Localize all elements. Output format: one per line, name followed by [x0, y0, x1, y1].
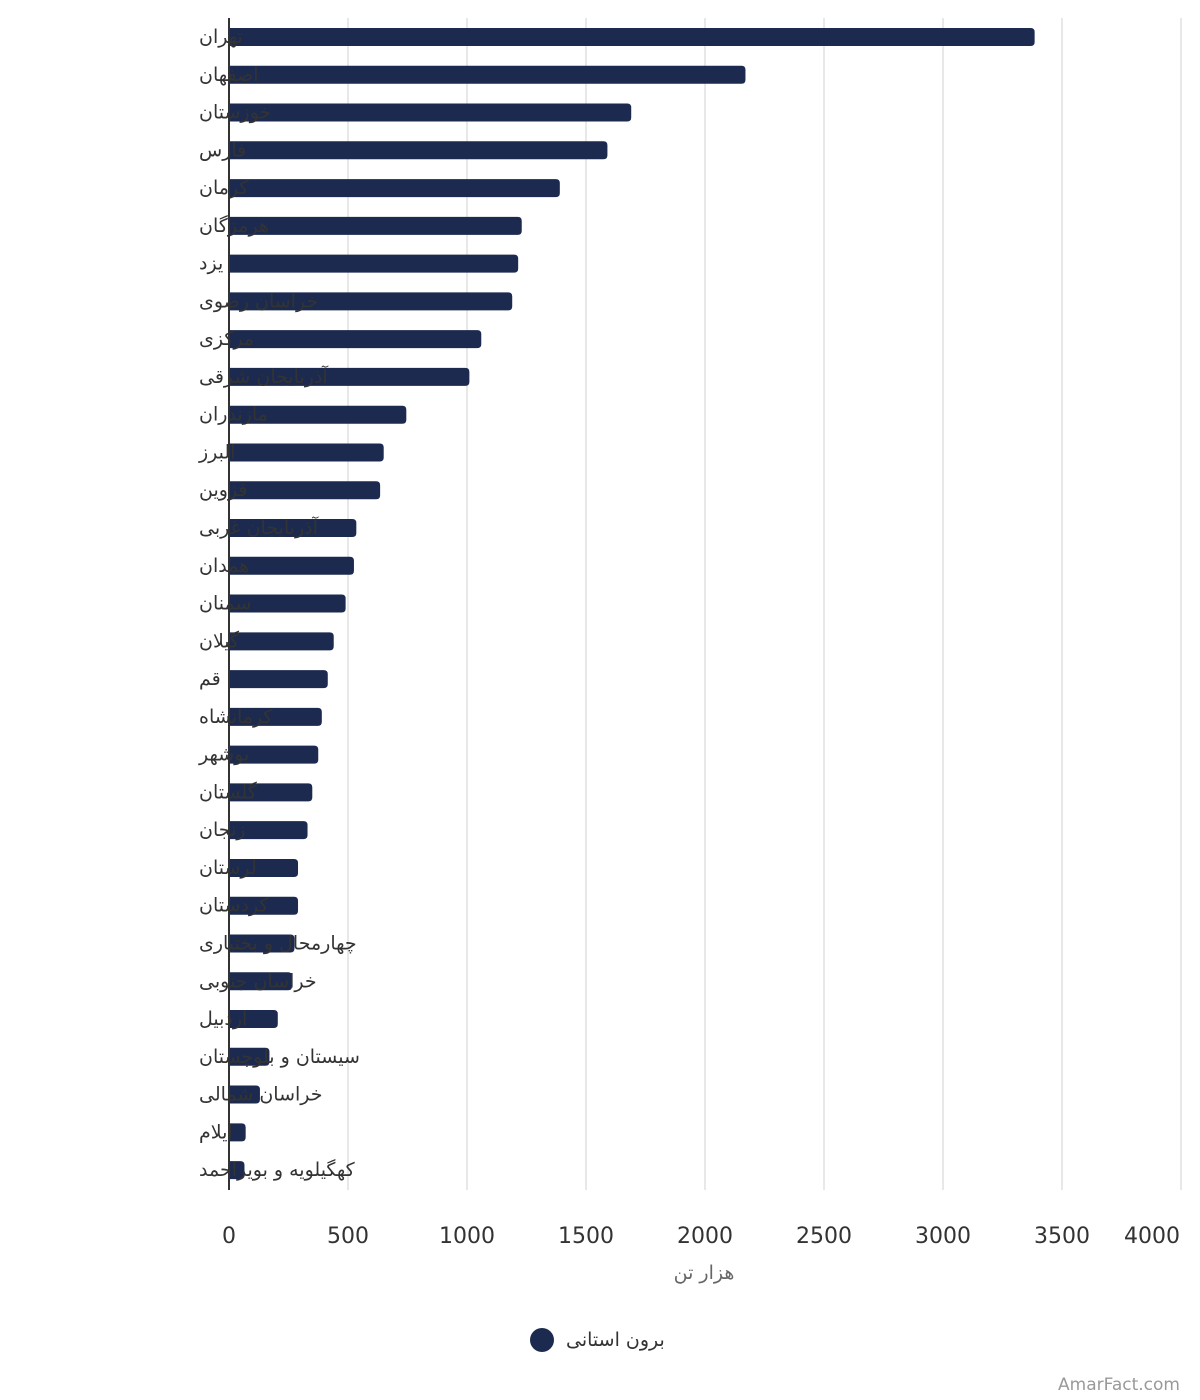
category-label-11: البرز — [198, 441, 235, 463]
category-label-13: آذربایجان غربی — [199, 515, 319, 539]
bar-11[interactable] — [229, 443, 384, 462]
bar-20[interactable] — [229, 783, 313, 802]
x-tick-label-0: 0 — [222, 1224, 236, 1249]
category-label-24: چهارمحال و بختیاری — [199, 932, 357, 954]
bar-8[interactable] — [229, 330, 482, 349]
bar-12[interactable] — [229, 481, 381, 500]
bar-29[interactable] — [229, 1123, 246, 1142]
x-tick-label-4: 2000 — [677, 1224, 733, 1249]
category-label-28: خراسان شمالی — [199, 1084, 323, 1106]
bar-26[interactable] — [229, 1010, 278, 1029]
bar-19[interactable] — [229, 745, 319, 764]
category-label-21: زنجان — [199, 819, 245, 841]
bar-15[interactable] — [229, 594, 346, 613]
category-label-0: تهران — [199, 26, 243, 48]
bar-7[interactable] — [229, 292, 513, 311]
bar-21[interactable] — [229, 821, 308, 840]
legend[interactable]: برون استانی — [530, 1328, 665, 1352]
category-label-16: گیلان — [199, 629, 240, 652]
bar-2[interactable] — [229, 103, 632, 122]
category-label-8: مرکزی — [199, 328, 254, 350]
grid-lines — [347, 18, 1182, 1190]
x-tick-label-6: 3000 — [915, 1224, 971, 1249]
x-tick-label-3: 1500 — [558, 1224, 614, 1249]
bar-25[interactable] — [229, 972, 293, 991]
category-label-9: آذربایجان شرقی — [199, 364, 328, 388]
category-label-15: سمنان — [199, 593, 251, 615]
category-label-14: همدان — [199, 555, 249, 577]
category-label-5: هرمزگان — [199, 214, 269, 237]
watermark: AmarFact.com — [1058, 1375, 1180, 1395]
bar-23[interactable] — [229, 896, 299, 915]
category-labels: تهراناصفهانخوزستانفارسکرمانهرمزگانیزدخرا… — [198, 26, 360, 1181]
bar-0[interactable] — [229, 28, 1035, 46]
category-label-27: سیستان و بلوچستان — [199, 1046, 360, 1068]
x-tick-label-1: 500 — [327, 1224, 369, 1249]
category-label-30: کهگیلویه و بویراحمد — [199, 1158, 356, 1181]
bar-28[interactable] — [229, 1085, 260, 1104]
category-label-23: کردستان — [199, 895, 269, 917]
bar-1[interactable] — [229, 65, 746, 84]
category-label-6: یزد — [199, 253, 223, 275]
x-tick-label-5: 2500 — [796, 1224, 852, 1249]
bar-9[interactable] — [229, 367, 470, 386]
bar-6[interactable] — [229, 254, 519, 273]
bar-30[interactable] — [229, 1161, 245, 1180]
legend-marker-icon — [530, 1328, 554, 1352]
bar-13[interactable] — [229, 519, 357, 538]
bar-18[interactable] — [229, 707, 322, 726]
x-tick-label-8: 4000 — [1124, 1224, 1180, 1249]
category-label-26: اردبیل — [199, 1008, 247, 1030]
x-axis-title: هزار تن — [674, 1262, 735, 1284]
bars — [229, 28, 1035, 1180]
category-label-12: قزوین — [199, 479, 248, 501]
category-label-10: مازندران — [199, 404, 268, 426]
bar-3[interactable] — [229, 141, 608, 160]
bar-4[interactable] — [229, 179, 560, 198]
bar-27[interactable] — [229, 1047, 270, 1066]
legend-label: برون استانی — [566, 1329, 665, 1351]
bar-14[interactable] — [229, 556, 354, 575]
category-label-7: خراسان رضوی — [199, 290, 318, 312]
category-label-4: کرمان — [199, 177, 249, 199]
category-label-18: کرمانشاه — [199, 706, 273, 728]
bar-10[interactable] — [229, 405, 407, 424]
category-label-29: ایلام — [199, 1121, 233, 1143]
category-label-17: قم — [199, 668, 221, 690]
bar-16[interactable] — [229, 632, 334, 651]
category-label-3: فارس — [199, 139, 246, 161]
bar-22[interactable] — [229, 858, 299, 877]
x-tick-label-2: 1000 — [439, 1224, 495, 1249]
bar-5[interactable] — [229, 216, 522, 235]
category-label-22: لرستان — [199, 857, 257, 879]
x-tick-label-7: 3500 — [1034, 1224, 1090, 1249]
category-label-25: خراسان جنوبی — [199, 970, 317, 992]
bar-24[interactable] — [229, 934, 295, 953]
category-label-2: خوزستان — [199, 102, 271, 124]
category-label-19: بوشهر — [198, 744, 249, 766]
bar-17[interactable] — [229, 670, 328, 689]
x-tick-labels: 0 500 1000 1500 2000 2500 3000 3500 4000 — [222, 1224, 1180, 1249]
